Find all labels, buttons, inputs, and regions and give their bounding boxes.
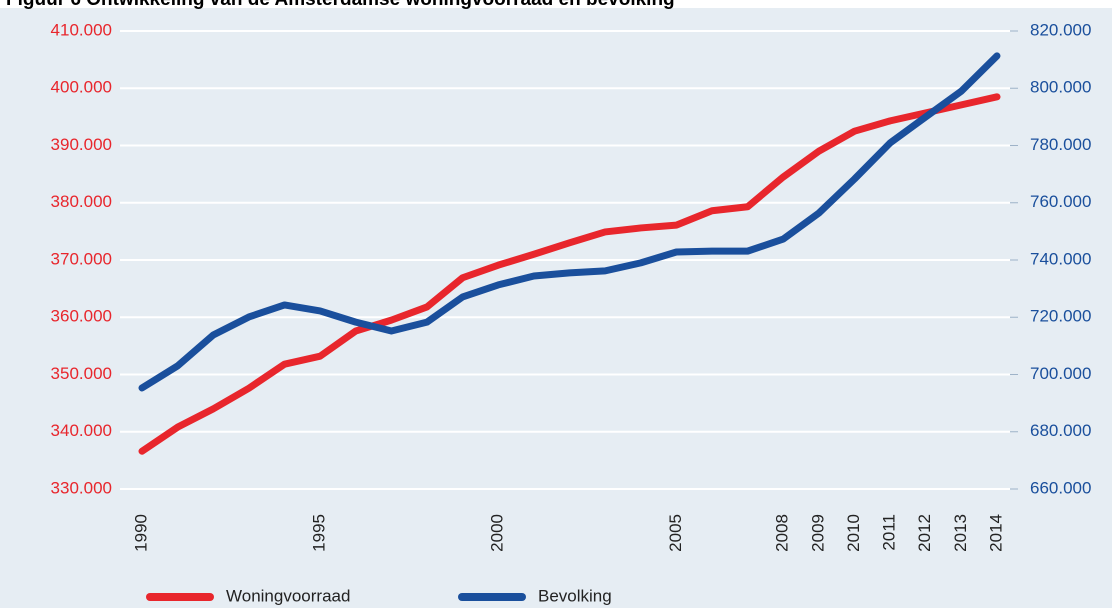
- y-tick-label: 350.000: [51, 364, 112, 383]
- x-tick-label: 2011: [880, 514, 899, 551]
- y-tick-label: 400.000: [51, 78, 112, 97]
- y-tick-label: 380.000: [51, 192, 112, 211]
- y2-tick-label: 780.000: [1030, 135, 1091, 154]
- x-tick-label: 2012: [915, 514, 934, 552]
- y-tick-label: 330.000: [51, 478, 112, 497]
- x-tick-label: 2009: [808, 514, 827, 552]
- y2-tick-label: 820.000: [1030, 20, 1091, 39]
- x-tick-label: 1995: [310, 514, 329, 552]
- x-tick-label: 2008: [773, 514, 792, 552]
- y-tick-label: 340.000: [51, 421, 112, 440]
- data-line: [138, 52, 1001, 392]
- x-tick-label: 1990: [131, 514, 150, 552]
- y2-tick-label: 660.000: [1030, 478, 1091, 497]
- x-tick-label: 2010: [844, 514, 863, 552]
- y2-tick-label: 720.000: [1030, 307, 1091, 326]
- data-line: [138, 93, 1001, 455]
- y2-tick-label: 700.000: [1030, 364, 1091, 383]
- y-tick-label: 360.000: [51, 307, 112, 326]
- x-tick-label: 2014: [986, 514, 1005, 552]
- chart-background: [0, 8, 1112, 608]
- chart-title: Figuur 6 Ontwikkeling van de Amsterdamse…: [6, 0, 675, 10]
- x-tick-label: 2005: [666, 514, 685, 552]
- x-tick-label: 2000: [488, 514, 507, 552]
- legend-label: Woningvoorraad: [226, 586, 350, 605]
- x-tick-label: 2013: [951, 514, 970, 552]
- y2-tick-label: 740.000: [1030, 249, 1091, 268]
- y2-tick-label: 760.000: [1030, 192, 1091, 211]
- y-tick-label: 390.000: [51, 135, 112, 154]
- y2-tick-label: 680.000: [1030, 421, 1091, 440]
- y2-tick-label: 800.000: [1030, 78, 1091, 97]
- y-tick-label: 410.000: [51, 20, 112, 39]
- legend-label: Bevolking: [538, 586, 612, 605]
- y-tick-label: 370.000: [51, 249, 112, 268]
